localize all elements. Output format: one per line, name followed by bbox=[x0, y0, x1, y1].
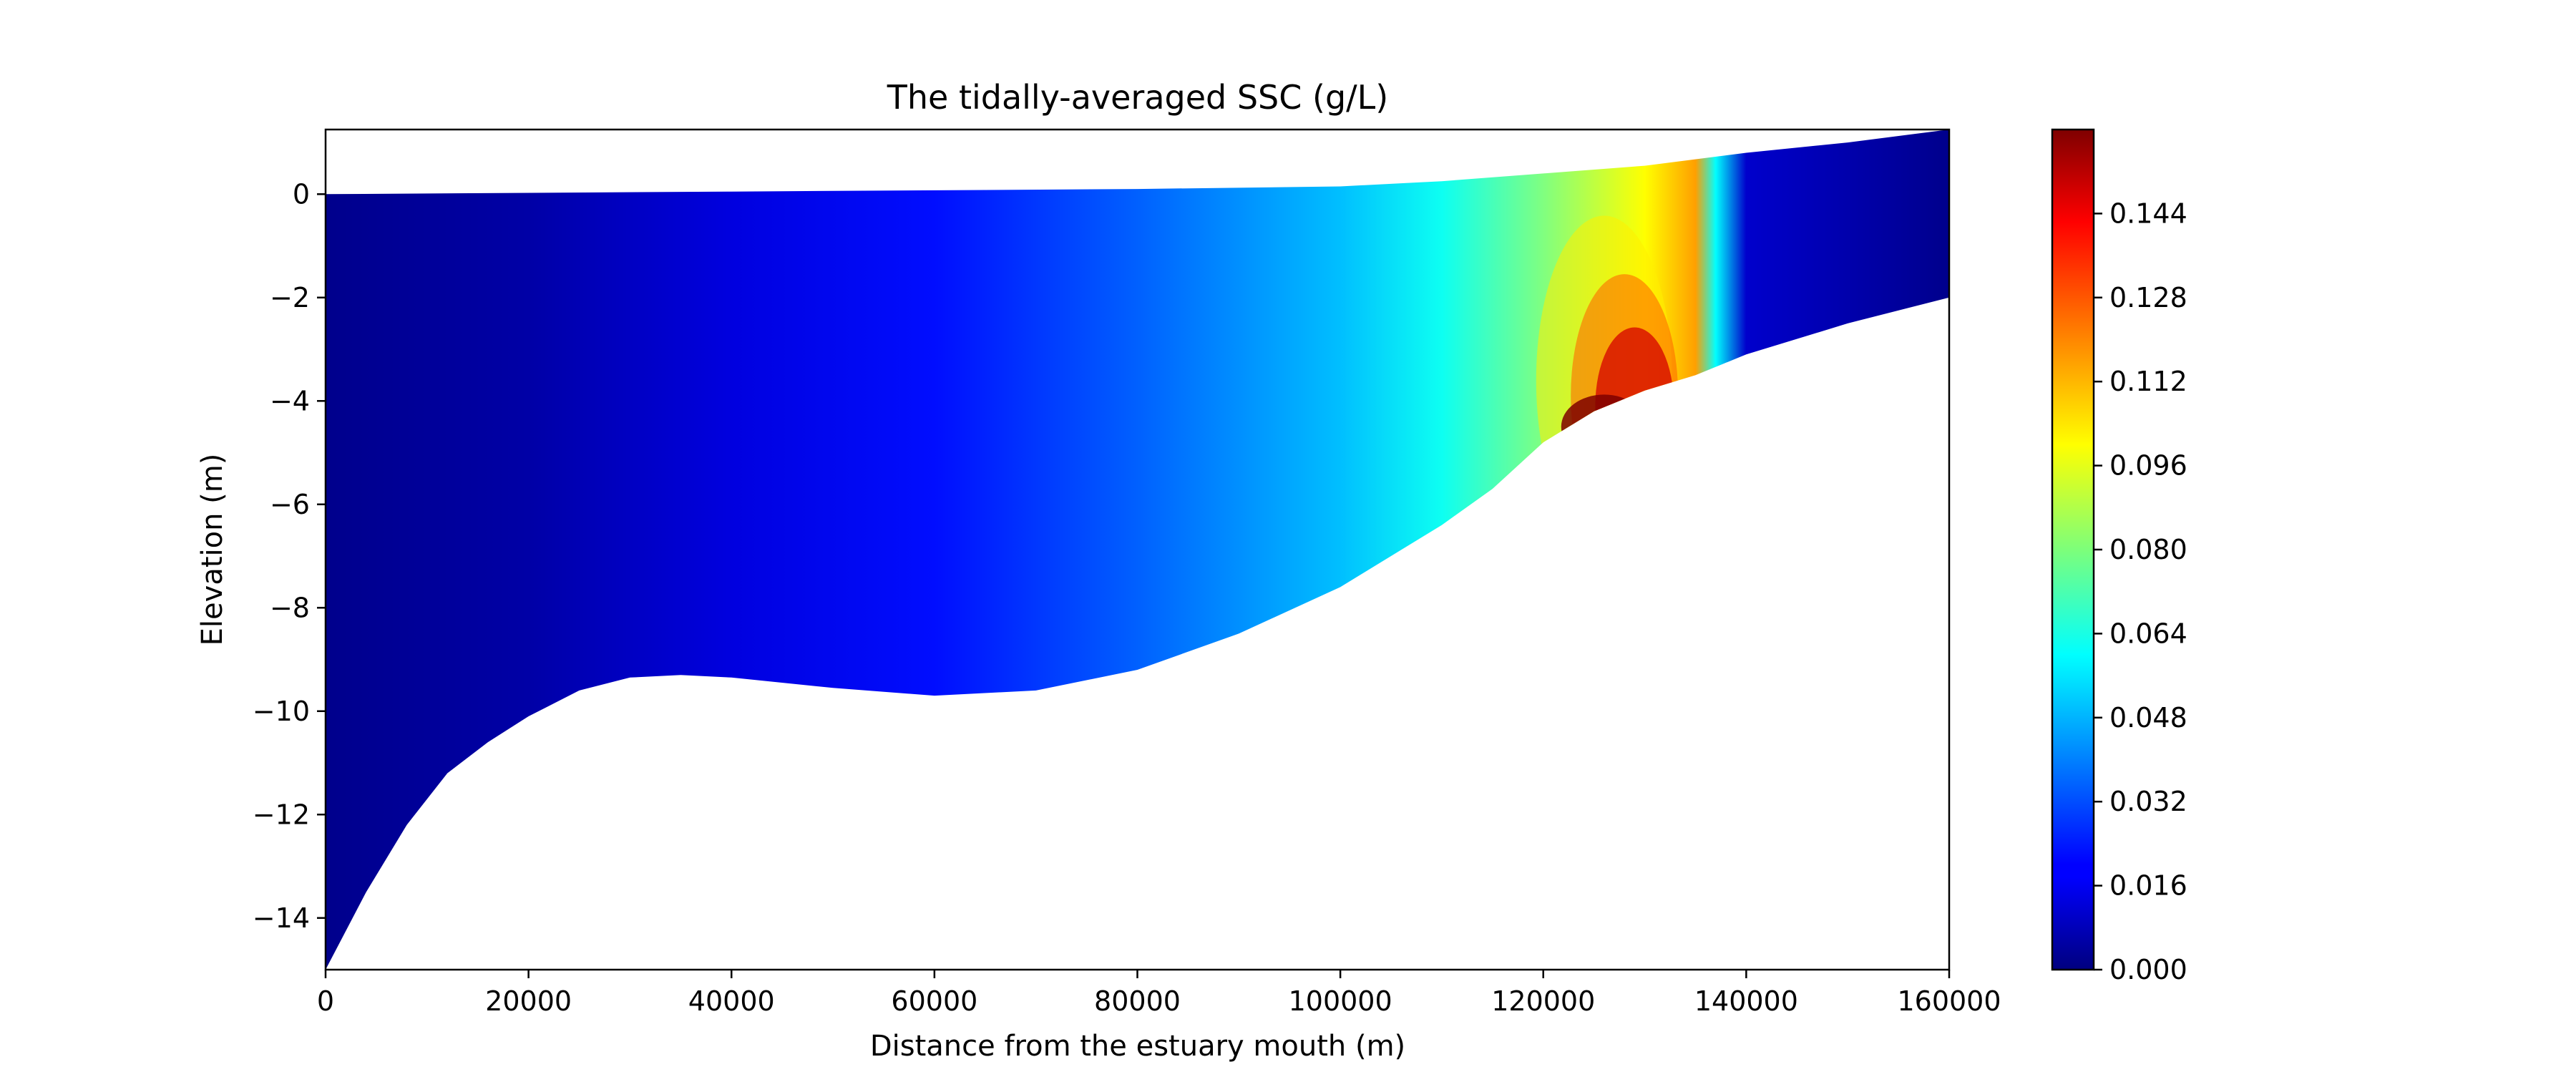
y-tick-label: −12 bbox=[253, 799, 310, 830]
y-tick-label: −4 bbox=[270, 385, 310, 416]
y-tick-label: 0 bbox=[293, 178, 310, 210]
y-axis: 0 −2 −4 −6 −8 −10 −12 −14 bbox=[253, 178, 326, 934]
colorbar-tick-label: 0.128 bbox=[2109, 282, 2187, 313]
ssc-hotspot-core bbox=[1561, 394, 1647, 459]
plot-area bbox=[326, 130, 1949, 970]
x-tick-label: 160000 bbox=[1897, 985, 2001, 1017]
x-tick-label: 120000 bbox=[1491, 985, 1595, 1017]
x-tick-label: 100000 bbox=[1289, 985, 1392, 1017]
colorbar-tick-label: 0.000 bbox=[2109, 954, 2187, 985]
colorbar-tick-label: 0.144 bbox=[2109, 198, 2187, 229]
x-tick-label: 20000 bbox=[485, 985, 572, 1017]
colorbar-tick-label: 0.016 bbox=[2109, 870, 2187, 902]
y-tick-label: −10 bbox=[253, 696, 310, 727]
colorbar-tick-label: 0.112 bbox=[2109, 366, 2187, 397]
colorbar-gradient bbox=[2051, 128, 2095, 971]
x-tick-label: 80000 bbox=[1094, 985, 1181, 1017]
x-tick-label: 140000 bbox=[1694, 985, 1798, 1017]
colorbar: 0.000 0.016 0.032 0.048 0.064 0.080 0.096 0.112… bbox=[2051, 128, 2187, 985]
x-tick-label: 40000 bbox=[688, 985, 775, 1017]
x-tick-label: 60000 bbox=[891, 985, 977, 1017]
y-axis-label: Elevation (m) bbox=[196, 454, 229, 646]
y-tick-label: −6 bbox=[270, 489, 310, 520]
x-axis: 0 20000 40000 60000 80000 100000 120000 140000 1… bbox=[317, 970, 2001, 1017]
x-tick-label: 0 bbox=[317, 985, 334, 1017]
colorbar-tick-label: 0.048 bbox=[2109, 702, 2187, 734]
colorbar-tick-label: 0.096 bbox=[2109, 450, 2187, 482]
y-tick-label: −14 bbox=[253, 902, 310, 934]
x-axis-label: Distance from the estuary mouth (m) bbox=[870, 1030, 1405, 1063]
colorbar-tick-label: 0.080 bbox=[2109, 534, 2187, 565]
colorbar-tick-label: 0.032 bbox=[2109, 786, 2187, 817]
y-tick-label: −8 bbox=[270, 592, 310, 623]
colorbar-tick-label: 0.064 bbox=[2109, 618, 2187, 649]
colorbar-ticks: 0.000 0.016 0.032 0.048 0.064 0.080 0.096 0.112… bbox=[2094, 198, 2187, 985]
chart-title: The tidally-averaged SSC (g/L) bbox=[887, 78, 1388, 117]
y-tick-label: −2 bbox=[270, 282, 310, 313]
ssc-field bbox=[326, 130, 1949, 970]
ssc-hotspot-red bbox=[1595, 327, 1674, 485]
